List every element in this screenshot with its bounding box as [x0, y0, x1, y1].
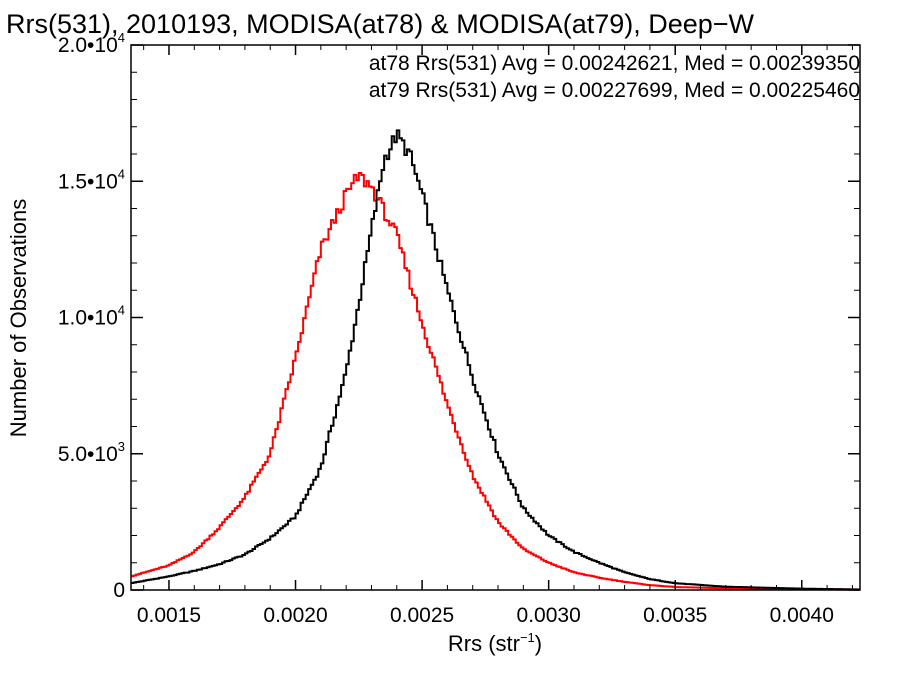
chart-title: Rrs(531), 2010193, MODISA(at78) & MODISA… — [6, 9, 755, 39]
legend-stat-at79: at79 Rrs(531) Avg = 0.00227699, Med = 0.… — [369, 79, 860, 102]
tick-layer: 0.0015 0.0020 0.0025 0.0030 0.0035 0.0040 0 5.0… — [58, 30, 860, 627]
legend-stat-at78: at78 Rrs(531) Avg = 0.00242621, Med = 0.… — [369, 52, 860, 75]
y-tick-label: 5.0•103 — [58, 439, 125, 466]
histogram-series-at79 — [131, 172, 860, 591]
y-tick-label: 0 — [113, 579, 125, 602]
x-tick-label: 0.0040 — [770, 604, 834, 627]
y-axis-label: Number of Observations — [6, 199, 31, 437]
y-tick-label: 1.0•104 — [58, 303, 125, 330]
series-layer — [131, 129, 860, 591]
plot-frame — [130, 44, 861, 591]
x-axis-label: Rrs (str−1) — [448, 630, 542, 656]
x-axis-label-close: ) — [535, 631, 542, 656]
x-axis-label-base: Rrs (str — [448, 631, 520, 656]
x-tick-label: 0.0030 — [517, 604, 581, 627]
x-tick-label: 0.0025 — [390, 604, 454, 627]
y-tick-label: 1.5•104 — [58, 166, 125, 193]
x-tick-label: 0.0020 — [263, 604, 327, 627]
y-tick-label: 2.0•104 — [58, 30, 125, 57]
x-tick-label: 0.0015 — [137, 604, 201, 627]
x-tick-label: 0.0035 — [643, 604, 707, 627]
histogram-series-at78 — [131, 129, 860, 591]
x-axis-label-exponent: −1 — [520, 630, 535, 645]
